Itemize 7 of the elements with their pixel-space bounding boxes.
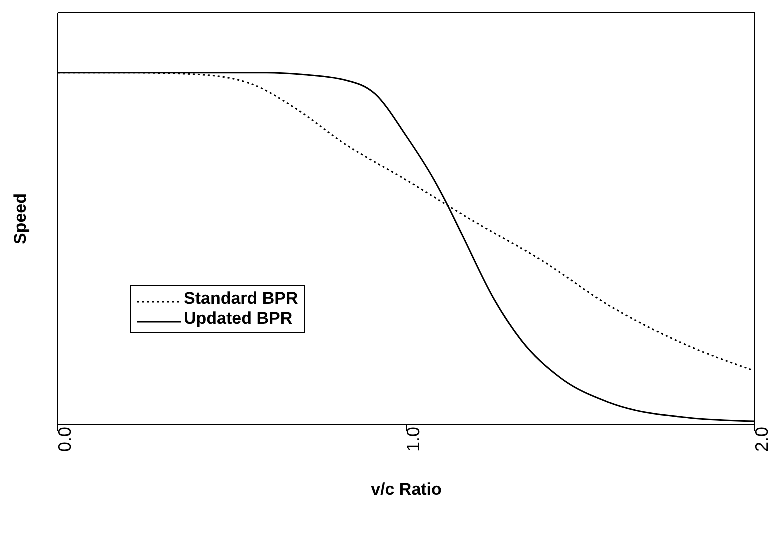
x-tick-label: 0.0 xyxy=(54,427,75,452)
legend-label: Updated BPR xyxy=(184,309,293,329)
x-tick-label: 2.0 xyxy=(752,427,770,452)
legend-label: Standard BPR xyxy=(184,289,298,309)
x-axis-title: v/c Ratio xyxy=(371,480,442,499)
y-axis-title: Speed xyxy=(11,193,30,245)
x-tick-label: 1.0 xyxy=(403,427,424,452)
